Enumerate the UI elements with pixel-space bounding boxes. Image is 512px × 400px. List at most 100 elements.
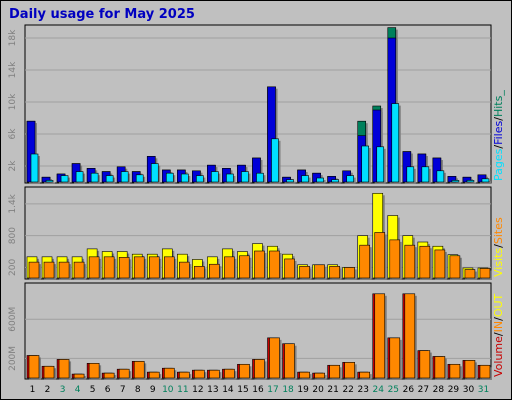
bar-in — [479, 364, 491, 379]
y-tick-label: 18k — [8, 29, 18, 46]
bar-sites — [419, 245, 431, 279]
bar-sites — [88, 256, 100, 279]
x-tick-label: 8 — [135, 385, 141, 395]
x-tick-label: 27 — [418, 385, 429, 395]
legend-entry: / — [492, 317, 505, 321]
legend-entry: Sites — [492, 217, 505, 244]
legend-entry: / — [492, 117, 505, 121]
bar-in — [224, 368, 235, 379]
y-tick-label: 10k — [8, 93, 18, 110]
legend-middle: Visits/Sites — [492, 217, 505, 277]
bar-sites — [404, 244, 416, 279]
bar-sites — [434, 249, 446, 279]
bar-sites — [464, 269, 476, 279]
x-tick-label: 18 — [282, 385, 294, 395]
bar-sites — [209, 263, 220, 279]
bar-in — [148, 371, 160, 379]
y-tick-label: 2k — [8, 160, 18, 172]
y-tick-label: 200M — [8, 346, 18, 371]
bar-pages — [256, 172, 264, 183]
bar-pages — [226, 173, 234, 183]
bar-pages — [361, 145, 370, 183]
y-tick-label: 600M — [8, 307, 18, 332]
bar-pages — [481, 178, 490, 183]
bar-pages — [376, 146, 385, 183]
bar-in — [374, 293, 386, 379]
legend-entry: / — [492, 145, 505, 149]
bar-pages — [346, 175, 354, 183]
x-tick-label: 25 — [388, 385, 399, 395]
y-tick-label: 14k — [8, 61, 18, 78]
bar-sites — [329, 266, 340, 279]
bar-pages — [211, 171, 219, 183]
x-tick-label: 10 — [162, 385, 174, 395]
bar-in — [299, 371, 310, 379]
panel-hits-files-pages — [24, 24, 492, 184]
bar-pages — [150, 163, 159, 183]
bar-in — [269, 337, 280, 379]
bar-sites — [103, 256, 115, 279]
bar-in — [194, 369, 205, 379]
bar-in — [464, 360, 476, 379]
x-tick-label: 16 — [252, 385, 264, 395]
legend-bottom: Volume/IN/OUT — [492, 293, 505, 377]
bar-pages — [196, 175, 204, 183]
x-tick-label: 20 — [312, 385, 324, 395]
bar-pages — [286, 179, 294, 183]
x-tick-label: 7 — [120, 385, 126, 395]
bar-sites — [239, 255, 250, 279]
x-tick-label: 4 — [75, 385, 81, 395]
x-tick-label: 23 — [357, 385, 368, 395]
bar-in — [329, 364, 340, 379]
bar-sites — [284, 258, 295, 279]
bar-sites — [43, 261, 55, 279]
bar-pages — [391, 103, 400, 183]
legend-entry: OUT — [492, 293, 505, 317]
bar-pages-shadow — [468, 182, 476, 184]
bar-pages — [436, 170, 445, 183]
bar-pages — [331, 179, 339, 183]
bar-pages — [406, 166, 415, 183]
chart-title: Daily usage for May 2025 — [9, 7, 195, 22]
bar-sites — [449, 255, 461, 279]
bar-sites — [133, 256, 145, 279]
bar-in — [314, 372, 325, 379]
bar-pages-shadow — [288, 181, 296, 184]
bar-in — [404, 293, 416, 379]
legend-entry: / — [492, 332, 505, 336]
legend-entry: Volume — [492, 336, 505, 377]
bar-pages-shadow — [453, 182, 461, 184]
bar-in — [73, 373, 85, 379]
x-tick-label: 2 — [45, 385, 51, 395]
bar-pages — [451, 180, 460, 183]
bar-pages — [135, 174, 144, 183]
bar-sites — [163, 256, 175, 279]
x-tick-label: 13 — [207, 385, 218, 395]
legend-entry: IN — [492, 321, 505, 332]
bar-sites — [28, 261, 40, 279]
legend-top: Pages/Files/Hits_ — [492, 90, 505, 181]
x-tick-label: 11 — [177, 385, 188, 395]
bar-sites — [344, 267, 355, 279]
x-tick-label: 21 — [327, 385, 338, 395]
bar-in — [133, 361, 145, 379]
bar-in — [344, 362, 355, 379]
bar-sites — [254, 250, 265, 279]
bar-sites — [389, 239, 401, 279]
bar-pages — [466, 180, 475, 183]
bar-pages — [301, 175, 309, 183]
x-tick-label: 6 — [105, 385, 111, 395]
bar-in — [284, 343, 295, 379]
x-tick-label: 28 — [433, 385, 445, 395]
bar-sites — [148, 256, 160, 279]
bar-pages — [181, 173, 189, 183]
bar-in — [389, 337, 401, 379]
x-tick-label: 14 — [222, 385, 234, 395]
bar-sites — [118, 257, 130, 279]
bar-pages-shadow — [333, 181, 341, 184]
bar-sites — [359, 244, 371, 279]
y-tick-label: 1.4k — [8, 193, 18, 213]
bar-in — [118, 368, 130, 379]
bar-sites — [269, 250, 280, 279]
